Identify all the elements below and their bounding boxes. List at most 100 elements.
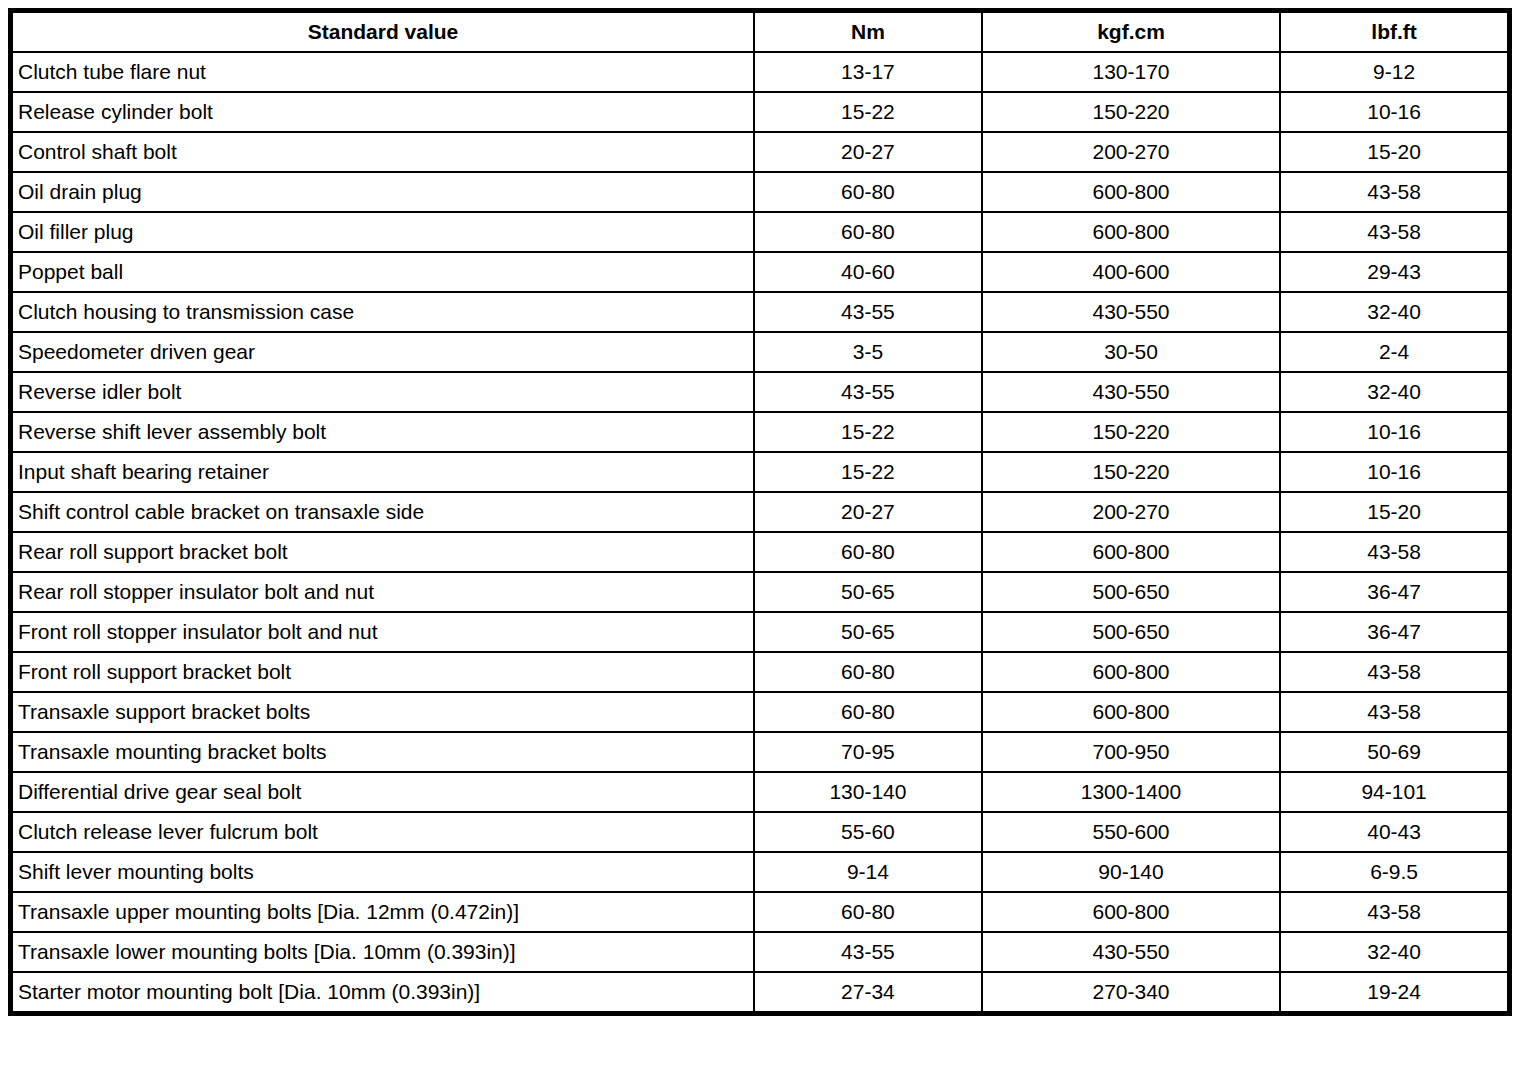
item-name-cell: Transaxle upper mounting bolts [Dia. 12m… (11, 892, 755, 932)
value-cell: 10-16 (1280, 452, 1509, 492)
value-cell: 60-80 (754, 652, 982, 692)
value-cell: 55-60 (754, 812, 982, 852)
value-cell: 500-650 (982, 572, 1280, 612)
item-name-cell: Release cylinder bolt (11, 92, 755, 132)
value-cell: 130-140 (754, 772, 982, 812)
value-cell: 36-47 (1280, 572, 1509, 612)
value-cell: 150-220 (982, 92, 1280, 132)
value-cell: 60-80 (754, 532, 982, 572)
item-name-cell: Clutch housing to transmission case (11, 292, 755, 332)
header-nm: Nm (754, 11, 982, 53)
value-cell: 43-58 (1280, 212, 1509, 252)
value-cell: 43-55 (754, 292, 982, 332)
value-cell: 600-800 (982, 172, 1280, 212)
table-row: Reverse shift lever assembly bolt15-2215… (11, 412, 1510, 452)
value-cell: 43-55 (754, 372, 982, 412)
header-standard-value: Standard value (11, 11, 755, 53)
value-cell: 43-58 (1280, 532, 1509, 572)
value-cell: 43-58 (1280, 892, 1509, 932)
value-cell: 32-40 (1280, 932, 1509, 972)
table-row: Oil drain plug60-80600-80043-58 (11, 172, 1510, 212)
value-cell: 32-40 (1280, 372, 1509, 412)
header-kgfcm: kgf.cm (982, 11, 1280, 53)
value-cell: 60-80 (754, 692, 982, 732)
value-cell: 15-22 (754, 412, 982, 452)
value-cell: 6-9.5 (1280, 852, 1509, 892)
item-name-cell: Clutch tube flare nut (11, 52, 755, 92)
value-cell: 1300-1400 (982, 772, 1280, 812)
item-name-cell: Poppet ball (11, 252, 755, 292)
value-cell: 9-14 (754, 852, 982, 892)
table-row: Release cylinder bolt15-22150-22010-16 (11, 92, 1510, 132)
item-name-cell: Reverse idler bolt (11, 372, 755, 412)
value-cell: 60-80 (754, 172, 982, 212)
value-cell: 150-220 (982, 412, 1280, 452)
torque-spec-table-container: Standard value Nm kgf.cm lbf.ft Clutch t… (0, 0, 1520, 1072)
item-name-cell: Front roll stopper insulator bolt and nu… (11, 612, 755, 652)
table-row: Control shaft bolt20-27200-27015-20 (11, 132, 1510, 172)
table-row: Front roll stopper insulator bolt and nu… (11, 612, 1510, 652)
table-row: Poppet ball40-60400-60029-43 (11, 252, 1510, 292)
value-cell: 550-600 (982, 812, 1280, 852)
value-cell: 94-101 (1280, 772, 1509, 812)
value-cell: 20-27 (754, 492, 982, 532)
value-cell: 600-800 (982, 212, 1280, 252)
value-cell: 500-650 (982, 612, 1280, 652)
value-cell: 29-43 (1280, 252, 1509, 292)
item-name-cell: Transaxle lower mounting bolts [Dia. 10m… (11, 932, 755, 972)
item-name-cell: Control shaft bolt (11, 132, 755, 172)
value-cell: 90-140 (982, 852, 1280, 892)
table-row: Clutch housing to transmission case43-55… (11, 292, 1510, 332)
table-row: Clutch tube flare nut13-17130-1709-12 (11, 52, 1510, 92)
header-row: Standard value Nm kgf.cm lbf.ft (11, 11, 1510, 53)
item-name-cell: Rear roll support bracket bolt (11, 532, 755, 572)
item-name-cell: Speedometer driven gear (11, 332, 755, 372)
value-cell: 130-170 (982, 52, 1280, 92)
value-cell: 600-800 (982, 692, 1280, 732)
table-row: Clutch release lever fulcrum bolt55-6055… (11, 812, 1510, 852)
table-row: Transaxle support bracket bolts60-80600-… (11, 692, 1510, 732)
value-cell: 13-17 (754, 52, 982, 92)
item-name-cell: Reverse shift lever assembly bolt (11, 412, 755, 452)
item-name-cell: Input shaft bearing retainer (11, 452, 755, 492)
value-cell: 430-550 (982, 292, 1280, 332)
value-cell: 27-34 (754, 972, 982, 1014)
item-name-cell: Shift lever mounting bolts (11, 852, 755, 892)
table-row: Rear roll stopper insulator bolt and nut… (11, 572, 1510, 612)
value-cell: 700-950 (982, 732, 1280, 772)
table-row: Input shaft bearing retainer15-22150-220… (11, 452, 1510, 492)
item-name-cell: Shift control cable bracket on transaxle… (11, 492, 755, 532)
value-cell: 430-550 (982, 372, 1280, 412)
value-cell: 19-24 (1280, 972, 1509, 1014)
item-name-cell: Oil drain plug (11, 172, 755, 212)
value-cell: 9-12 (1280, 52, 1509, 92)
value-cell: 270-340 (982, 972, 1280, 1014)
value-cell: 2-4 (1280, 332, 1509, 372)
value-cell: 10-16 (1280, 412, 1509, 452)
table-row: Shift control cable bracket on transaxle… (11, 492, 1510, 532)
value-cell: 40-60 (754, 252, 982, 292)
value-cell: 30-50 (982, 332, 1280, 372)
table-row: Oil filler plug60-80600-80043-58 (11, 212, 1510, 252)
table-row: Reverse idler bolt43-55430-55032-40 (11, 372, 1510, 412)
table-row: Speedometer driven gear3-530-502-4 (11, 332, 1510, 372)
value-cell: 15-20 (1280, 492, 1509, 532)
value-cell: 150-220 (982, 452, 1280, 492)
value-cell: 50-65 (754, 572, 982, 612)
item-name-cell: Oil filler plug (11, 212, 755, 252)
value-cell: 32-40 (1280, 292, 1509, 332)
value-cell: 43-55 (754, 932, 982, 972)
value-cell: 600-800 (982, 652, 1280, 692)
value-cell: 50-65 (754, 612, 982, 652)
value-cell: 20-27 (754, 132, 982, 172)
value-cell: 43-58 (1280, 692, 1509, 732)
item-name-cell: Transaxle mounting bracket bolts (11, 732, 755, 772)
value-cell: 60-80 (754, 892, 982, 932)
value-cell: 600-800 (982, 892, 1280, 932)
table-row: Rear roll support bracket bolt60-80600-8… (11, 532, 1510, 572)
value-cell: 200-270 (982, 132, 1280, 172)
table-row: Front roll support bracket bolt60-80600-… (11, 652, 1510, 692)
value-cell: 43-58 (1280, 652, 1509, 692)
table-row: Transaxle mounting bracket bolts70-95700… (11, 732, 1510, 772)
table-row: Transaxle lower mounting bolts [Dia. 10m… (11, 932, 1510, 972)
